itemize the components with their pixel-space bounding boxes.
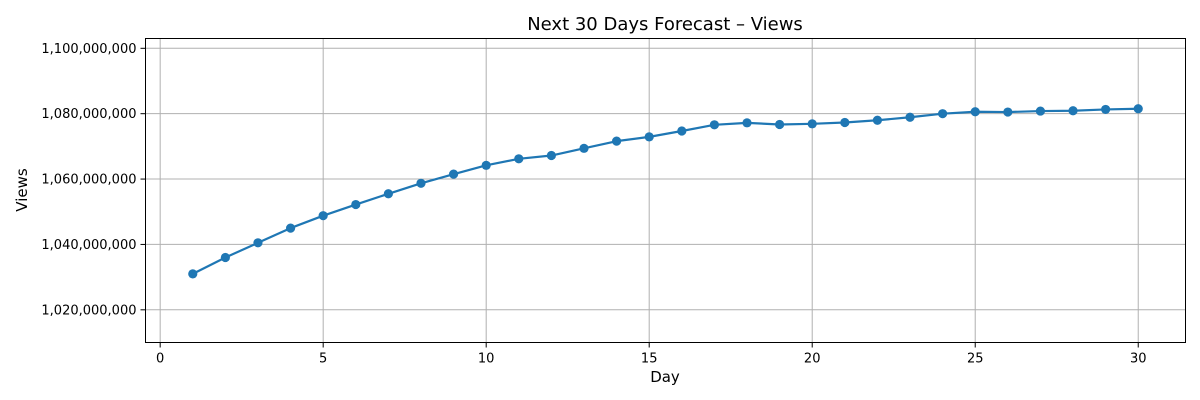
y-ticks: 1,020,000,000 1,040,000,000 1,060,000,000 1… [41, 42, 146, 318]
x-tick-label: 10 [478, 352, 495, 367]
y-tick-label: 1,040,000,000 [41, 238, 136, 253]
x-tick-label: 15 [641, 352, 658, 367]
y-tick-label: 1,060,000,000 [41, 173, 136, 188]
x-tick-label: 30 [1130, 352, 1147, 367]
plot-frame [145, 38, 1186, 343]
series-layer [188, 104, 1143, 279]
data-point [970, 107, 980, 117]
x-tick-label: 25 [967, 352, 984, 367]
data-point [481, 160, 491, 170]
x-axis-label: Day [650, 368, 680, 386]
x-tick-label: 20 [804, 352, 821, 367]
data-point [1101, 104, 1111, 115]
data-point [938, 109, 948, 119]
data-point [220, 252, 230, 263]
data-point [318, 211, 328, 221]
data-point [611, 136, 622, 146]
data-point [709, 120, 720, 130]
data-point [448, 169, 459, 179]
chart-title: Next 30 Days Forecast – Views [527, 14, 803, 35]
data-point [253, 238, 263, 248]
data-point [1035, 106, 1046, 116]
data-point [416, 178, 426, 188]
x-tick-label: 0 [156, 352, 164, 367]
data-point [351, 199, 361, 210]
axes-layer [145, 38, 1186, 343]
data-point [644, 132, 654, 142]
series-line [192, 107, 1139, 275]
data-point [840, 117, 850, 128]
data-point [677, 126, 687, 136]
y-axis-label: Views [13, 168, 31, 212]
data-point [775, 119, 785, 130]
y-tick-label: 1,100,000,000 [41, 42, 136, 57]
x-ticks: 0 5 10 15 20 25 30 [156, 342, 1147, 367]
data-point [188, 269, 198, 279]
data-point [579, 143, 589, 153]
data-point [546, 150, 556, 161]
y-tick-label: 1,080,000,000 [41, 107, 136, 122]
data-point [383, 189, 393, 199]
data-point [514, 154, 524, 164]
data-point [1003, 107, 1013, 117]
y-tick-label: 1,020,000,000 [41, 303, 136, 318]
data-point [1068, 106, 1078, 116]
data-point [872, 115, 883, 125]
data-point [285, 223, 296, 233]
data-point [905, 112, 915, 122]
data-point [807, 119, 817, 129]
x-tick-label: 5 [319, 352, 327, 367]
data-point [742, 118, 752, 128]
data-point [1133, 104, 1143, 114]
grid-layer [145, 38, 1186, 343]
